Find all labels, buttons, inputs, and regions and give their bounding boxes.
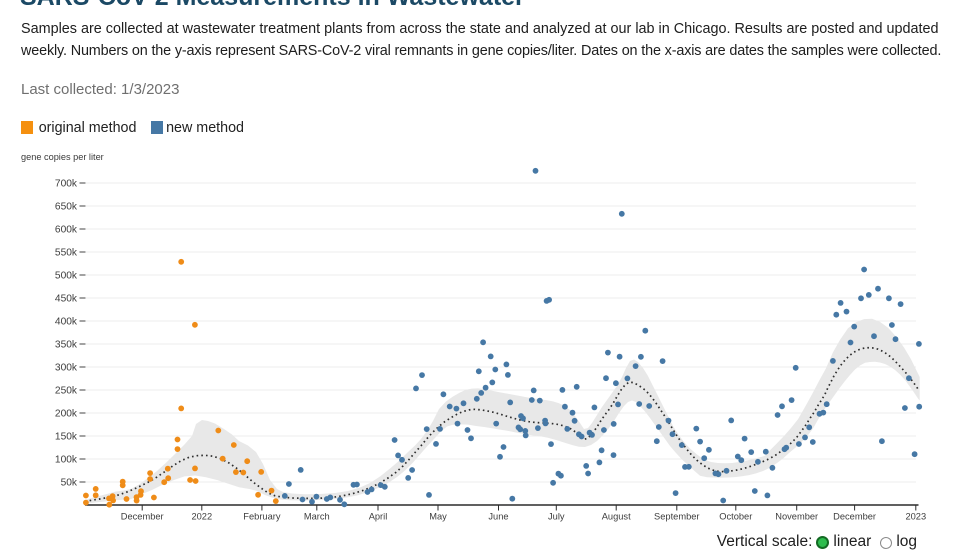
svg-text:300k: 300k bbox=[55, 363, 78, 374]
svg-text:250k: 250k bbox=[55, 386, 78, 397]
svg-text:March: March bbox=[304, 512, 330, 522]
svg-text:50k: 50k bbox=[61, 478, 78, 489]
svg-text:June: June bbox=[488, 512, 508, 522]
svg-text:450k: 450k bbox=[55, 294, 78, 305]
svg-text:550k: 550k bbox=[55, 248, 78, 259]
svg-text:2022: 2022 bbox=[191, 512, 212, 522]
svg-text:350k: 350k bbox=[55, 340, 78, 351]
svg-text:April: April bbox=[369, 512, 388, 522]
svg-text:700k: 700k bbox=[55, 179, 78, 190]
svg-text:December: December bbox=[833, 512, 876, 522]
svg-text:November: November bbox=[775, 512, 818, 522]
svg-text:600k: 600k bbox=[55, 225, 78, 236]
svg-text:400k: 400k bbox=[55, 317, 78, 328]
svg-text:May: May bbox=[429, 512, 447, 522]
svg-text:December: December bbox=[121, 512, 164, 522]
svg-text:October: October bbox=[719, 512, 752, 522]
svg-text:500k: 500k bbox=[55, 271, 78, 282]
svg-text:August: August bbox=[602, 512, 631, 522]
svg-text:650k: 650k bbox=[55, 202, 78, 213]
svg-text:February: February bbox=[243, 512, 281, 522]
svg-text:2023: 2023 bbox=[905, 512, 926, 522]
svg-text:150k: 150k bbox=[55, 432, 78, 443]
svg-text:September: September bbox=[654, 512, 699, 522]
svg-text:July: July bbox=[548, 512, 565, 522]
svg-text:200k: 200k bbox=[55, 409, 78, 420]
svg-text:100k: 100k bbox=[55, 455, 78, 466]
